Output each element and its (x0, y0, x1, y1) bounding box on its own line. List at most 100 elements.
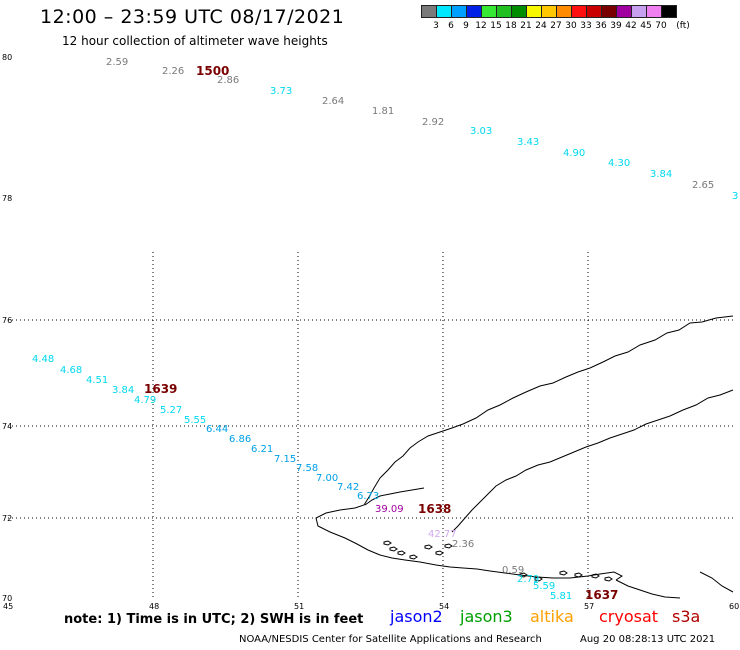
swh-value-top-track: 3 (732, 191, 738, 202)
longitude-tick-label: 51 (294, 602, 304, 611)
swh-value-top-track: 2.59 (106, 57, 128, 68)
swh-value-top-track: 3.03 (470, 126, 492, 137)
coastline-islet (604, 576, 613, 582)
color-scale-swatch (661, 5, 677, 18)
pass-time-label: 1639 (144, 382, 177, 396)
color-scale-label: 6 (448, 21, 454, 31)
coastline-islet (409, 554, 418, 560)
swh-value-top-track: 2.65 (692, 180, 714, 191)
coastline-strait (364, 487, 425, 506)
coastline-islet (559, 570, 568, 576)
coastline-mainland (615, 571, 734, 599)
swh-value-diagonal-track: 4.68 (60, 365, 82, 376)
latitude-tick-label: 80 (2, 53, 12, 62)
swh-value-diagonal-track: 6.86 (229, 434, 251, 445)
swh-value-lower-track: 2.79 (517, 574, 539, 585)
swh-value-top-track: 4.30 (608, 158, 630, 169)
coastline-islet (424, 544, 433, 550)
longitude-tick-label: 45 (3, 602, 13, 611)
satellite-label-altika: altika (530, 607, 574, 626)
color-scale-label: 21 (520, 21, 532, 31)
swh-value-top-track: 1.81 (372, 106, 394, 117)
coastline (315, 315, 734, 599)
color-scale-label: 39 (610, 21, 622, 31)
coastline-islet (383, 540, 392, 546)
swh-value-top-track: 2.92 (422, 117, 444, 128)
color-scale-label: 18 (505, 21, 517, 31)
color-scale-label: 27 (550, 21, 562, 31)
color-scale-label: 42 (625, 21, 637, 31)
latitude-tick-label: 76 (2, 316, 12, 325)
generated-timestamp: Aug 20 08:28:13 UTC 2021 (580, 634, 716, 645)
color-scale-label: 70 (655, 21, 667, 31)
map-title: 12:00 – 23:59 UTC 08/17/2021 (40, 6, 345, 28)
color-scale-label: 12 (475, 21, 487, 31)
longitude-tick-label: 60 (729, 602, 739, 611)
swh-value-diagonal-track: 7.42 (337, 482, 359, 493)
map-subtitle: 12 hour collection of altimeter wave hei… (62, 34, 328, 48)
coastline-islet (397, 550, 406, 556)
color-scale-label: 45 (640, 21, 652, 31)
color-scale-label: 3 (433, 21, 439, 31)
swh-value-top-track: 4.90 (563, 148, 585, 159)
longitude-tick-label: 57 (584, 602, 594, 611)
satellite-label-jason3: jason3 (460, 607, 513, 626)
color-scale-label: 9 (463, 21, 469, 31)
color-scale-label: 15 (490, 21, 502, 31)
color-scale-bar (421, 5, 677, 18)
coastline-islet (591, 573, 600, 579)
swh-value-top-track: 2.64 (322, 96, 344, 107)
swh-value-diagonal-track: 7.15 (274, 454, 296, 465)
coastline-islet (534, 576, 543, 582)
credit-line: NOAA/NESDIS Center for Satellite Applica… (239, 634, 542, 645)
swh-value-diagonal-track: 7.58 (296, 463, 318, 474)
coastline-west (315, 315, 734, 581)
swh-value-diagonal-track: 6.21 (251, 444, 273, 455)
swh-value-top-track: 3.84 (650, 169, 672, 180)
swh-value-top-track: 3.73 (270, 86, 292, 97)
swh-value-diagonal-track: 7.00 (316, 473, 338, 484)
coastline-islet (444, 543, 453, 549)
swh-value-top-track: 2.26 (162, 66, 184, 77)
color-scale-label: 30 (565, 21, 577, 31)
coastline-islet (435, 550, 444, 556)
color-scale-label: 36 (595, 21, 607, 31)
coastline-islet (519, 572, 528, 578)
swh-value-top-track: 3.43 (517, 137, 539, 148)
satellite-label-cryosat: cryosat (599, 607, 659, 626)
coastline-islet (574, 572, 583, 578)
color-scale-label: 24 (535, 21, 547, 31)
pass-time-label: 1637 (585, 588, 618, 602)
satellite-label-s3a: s3a (672, 607, 701, 626)
coastline-east (451, 389, 734, 533)
swh-value-lower-track: 2.36 (452, 539, 474, 550)
swh-value-diagonal-track: 6.73 (357, 491, 379, 502)
coastline-islet (389, 546, 398, 552)
swh-value-diagonal-track: 39.09 (375, 504, 404, 515)
pass-time-label: 1500 (196, 64, 229, 78)
latitude-tick-label: 70 (2, 594, 12, 603)
longitude-tick-label: 48 (149, 602, 159, 611)
swh-value-diagonal-track: 4.79 (134, 395, 156, 406)
pass-time-label: 1638 (418, 502, 451, 516)
lat-lon-grid (8, 252, 733, 598)
longitude-tick-label: 54 (439, 602, 449, 611)
swh-value-diagonal-track: 3.84 (112, 385, 134, 396)
latitude-tick-label: 72 (2, 514, 12, 523)
swh-value-diagonal-track: 5.55 (184, 415, 206, 426)
swh-value-lower-track: 0.59 (502, 565, 524, 576)
footer-note: note: 1) Time is in UTC; 2) SWH is in fe… (64, 612, 364, 627)
swh-value-diagonal-track: 4.48 (32, 354, 54, 365)
latitude-tick-label: 74 (2, 422, 12, 431)
swh-value-lower-track: 5.81 (550, 591, 572, 602)
latitude-tick-label: 78 (2, 194, 12, 203)
swh-value-diagonal-track: 5.27 (160, 405, 182, 416)
swh-value-top-track: 2.86 (217, 75, 239, 86)
swh-value-diagonal-track: 6.44 (206, 424, 228, 435)
swh-value-lower-track: 42.77 (428, 529, 457, 540)
swh-observations: 2.59 2.26 2.86 3.73 2.64 1.81 2.92 3.03 3.43 4.90… (32, 57, 738, 602)
color-scale-unit: (ft) (676, 21, 690, 31)
satellite-label-jason2: jason2 (390, 607, 443, 626)
